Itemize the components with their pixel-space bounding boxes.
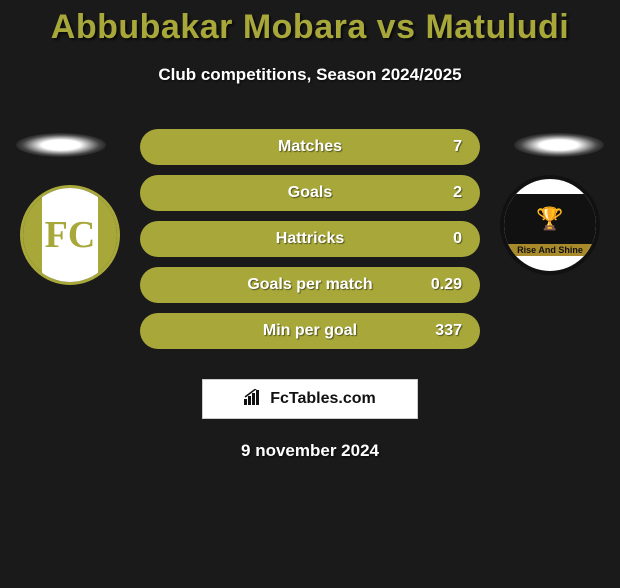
brand-badge[interactable]: FcTables.com [202,379,418,419]
team-logo-right-icon: 🏆 [504,194,596,245]
comparison-panel: FC POLOKWANE CITY 🏆 Rise And Shine Match… [0,115,620,355]
team-logo-right-banner: Rise And Shine [504,244,596,256]
date-text: 9 november 2024 [0,441,620,461]
stat-row: Goals per match 0.29 [140,267,480,303]
page-title: Abbubakar Mobara vs Matuludi [0,8,620,47]
stat-value: 0 [453,230,462,248]
brand-text: FcTables.com [270,390,376,408]
chart-icon [244,389,264,410]
subtitle: Club competitions, Season 2024/2025 [0,65,620,85]
stat-row: Hattricks 0 [140,221,480,257]
team-logo-left: FC [20,185,120,285]
stat-label: Goals per match [247,276,372,294]
stat-label: Hattricks [276,230,344,248]
stat-label: Goals [288,184,332,202]
stat-row: Min per goal 337 [140,313,480,349]
stat-label: Matches [278,138,342,156]
halo-right [514,133,604,157]
team-logo-right-toptext: POLOKWANE CITY [515,181,586,188]
halo-left [16,133,106,157]
stats-list: Matches 7 Goals 2 Hattricks 0 Goals per … [140,129,480,359]
stat-row: Goals 2 [140,175,480,211]
team-logo-right: POLOKWANE CITY 🏆 Rise And Shine [500,175,600,275]
stat-row: Matches 7 [140,129,480,165]
stat-value: 0.29 [431,276,462,294]
team-logo-left-text: FC [23,188,117,282]
stat-value: 7 [453,138,462,156]
stat-label: Min per goal [263,322,357,340]
stat-value: 2 [453,184,462,202]
stat-value: 337 [435,322,462,340]
